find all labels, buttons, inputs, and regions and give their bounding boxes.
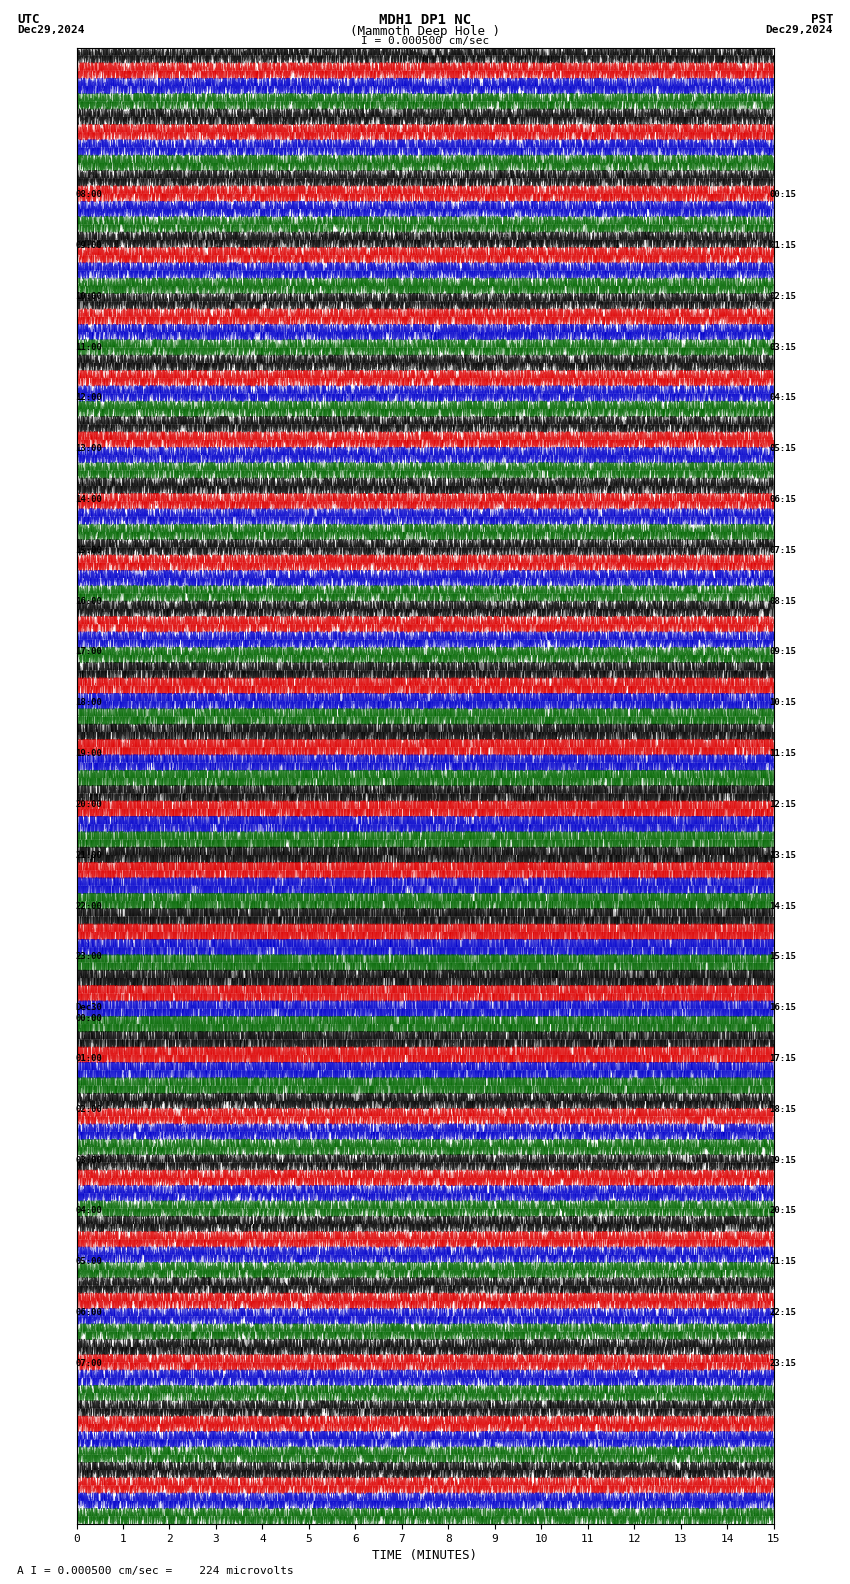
Text: Dec29,2024: Dec29,2024 [766,25,833,35]
Text: 03:15: 03:15 [769,342,796,352]
Text: 09:15: 09:15 [769,648,796,656]
Text: 14:00: 14:00 [75,494,102,504]
Text: 02:15: 02:15 [769,291,796,301]
Text: 22:15: 22:15 [769,1308,796,1318]
Text: 08:00: 08:00 [75,190,102,200]
Text: 06:15: 06:15 [769,494,796,504]
Text: PST: PST [811,13,833,25]
Text: 18:00: 18:00 [75,699,102,708]
Text: 07:00: 07:00 [75,1359,102,1369]
Text: 18:15: 18:15 [769,1106,796,1114]
Text: 23:15: 23:15 [769,1359,796,1369]
Text: 23:00: 23:00 [75,952,102,961]
Text: 16:15: 16:15 [769,1003,796,1012]
Text: 15:15: 15:15 [769,952,796,961]
Text: 17:00: 17:00 [75,648,102,656]
Text: 14:15: 14:15 [769,901,796,911]
X-axis label: TIME (MINUTES): TIME (MINUTES) [372,1549,478,1562]
Text: 17:15: 17:15 [769,1053,796,1063]
Text: 21:15: 21:15 [769,1258,796,1266]
Text: 01:00: 01:00 [75,1053,102,1063]
Text: 15:00: 15:00 [75,546,102,554]
Text: 16:00: 16:00 [75,597,102,605]
Text: 10:15: 10:15 [769,699,796,708]
Text: 01:15: 01:15 [769,241,796,250]
Text: 05:15: 05:15 [769,444,796,453]
Text: 04:00: 04:00 [75,1207,102,1215]
Text: MDH1 DP1 NC: MDH1 DP1 NC [379,13,471,27]
Text: 00:00: 00:00 [75,1014,102,1023]
Text: 21:00: 21:00 [75,851,102,860]
Text: (Mammoth Deep Hole ): (Mammoth Deep Hole ) [350,25,500,38]
Text: I = 0.000500 cm/sec: I = 0.000500 cm/sec [361,36,489,46]
Text: A I = 0.000500 cm/sec =    224 microvolts: A I = 0.000500 cm/sec = 224 microvolts [17,1567,294,1576]
Text: 20:00: 20:00 [75,800,102,809]
Text: 22:00: 22:00 [75,901,102,911]
Text: 03:00: 03:00 [75,1156,102,1164]
Text: 12:15: 12:15 [769,800,796,809]
Text: Dec30: Dec30 [75,1003,102,1012]
Text: Dec29,2024: Dec29,2024 [17,25,84,35]
Text: UTC: UTC [17,13,39,25]
Text: 02:00: 02:00 [75,1106,102,1114]
Text: 20:15: 20:15 [769,1207,796,1215]
Text: 13:00: 13:00 [75,444,102,453]
Text: 13:15: 13:15 [769,851,796,860]
Text: 12:00: 12:00 [75,393,102,402]
Text: 19:15: 19:15 [769,1156,796,1164]
Text: 08:15: 08:15 [769,597,796,605]
Text: 11:00: 11:00 [75,342,102,352]
Text: 00:15: 00:15 [769,190,796,200]
Text: 04:15: 04:15 [769,393,796,402]
Text: 06:00: 06:00 [75,1308,102,1318]
Text: 09:00: 09:00 [75,241,102,250]
Text: 07:15: 07:15 [769,546,796,554]
Text: 10:00: 10:00 [75,291,102,301]
Text: 11:15: 11:15 [769,749,796,759]
Text: 19:00: 19:00 [75,749,102,759]
Text: 05:00: 05:00 [75,1258,102,1266]
